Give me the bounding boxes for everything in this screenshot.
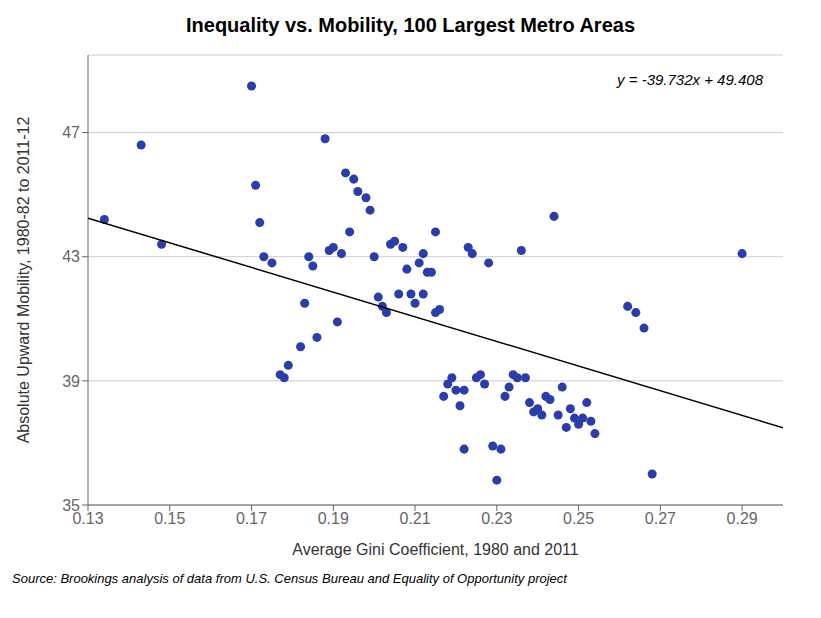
html-text:y = -39.732x + 49.408: y = -39.732x + 49.408 bbox=[617, 71, 763, 88]
svg-text:0.21: 0.21 bbox=[399, 510, 430, 527]
svg-text:47: 47 bbox=[62, 124, 80, 141]
svg-text:0.25: 0.25 bbox=[563, 510, 594, 527]
svg-text:Average Gini Coefficient, 1980: Average Gini Coefficient, 1980 and 2011 bbox=[292, 541, 579, 558]
svg-text:35: 35 bbox=[62, 497, 80, 514]
svg-text:0.13: 0.13 bbox=[72, 510, 104, 528]
html-text:Inequality vs. Mobility, 100 L: Inequality vs. Mobility, 100 Largest Met… bbox=[186, 14, 635, 36]
svg-text:0.23: 0.23 bbox=[481, 510, 512, 527]
svg-text:0.29: 0.29 bbox=[727, 510, 758, 527]
svg-text:0.19: 0.19 bbox=[318, 510, 349, 527]
svg-text:0.17: 0.17 bbox=[236, 510, 267, 527]
html-text:Source: Brookings analysis of: Source: Brookings analysis of data from … bbox=[12, 571, 567, 586]
svg-text:39: 39 bbox=[62, 373, 80, 390]
svg-text:Absolute Upward Mobility, 1980: Absolute Upward Mobility, 1980-82 to 201… bbox=[15, 117, 32, 444]
svg-text:0.15: 0.15 bbox=[154, 510, 185, 527]
svg-text:0.27: 0.27 bbox=[645, 510, 676, 527]
svg-text:43: 43 bbox=[62, 248, 80, 265]
